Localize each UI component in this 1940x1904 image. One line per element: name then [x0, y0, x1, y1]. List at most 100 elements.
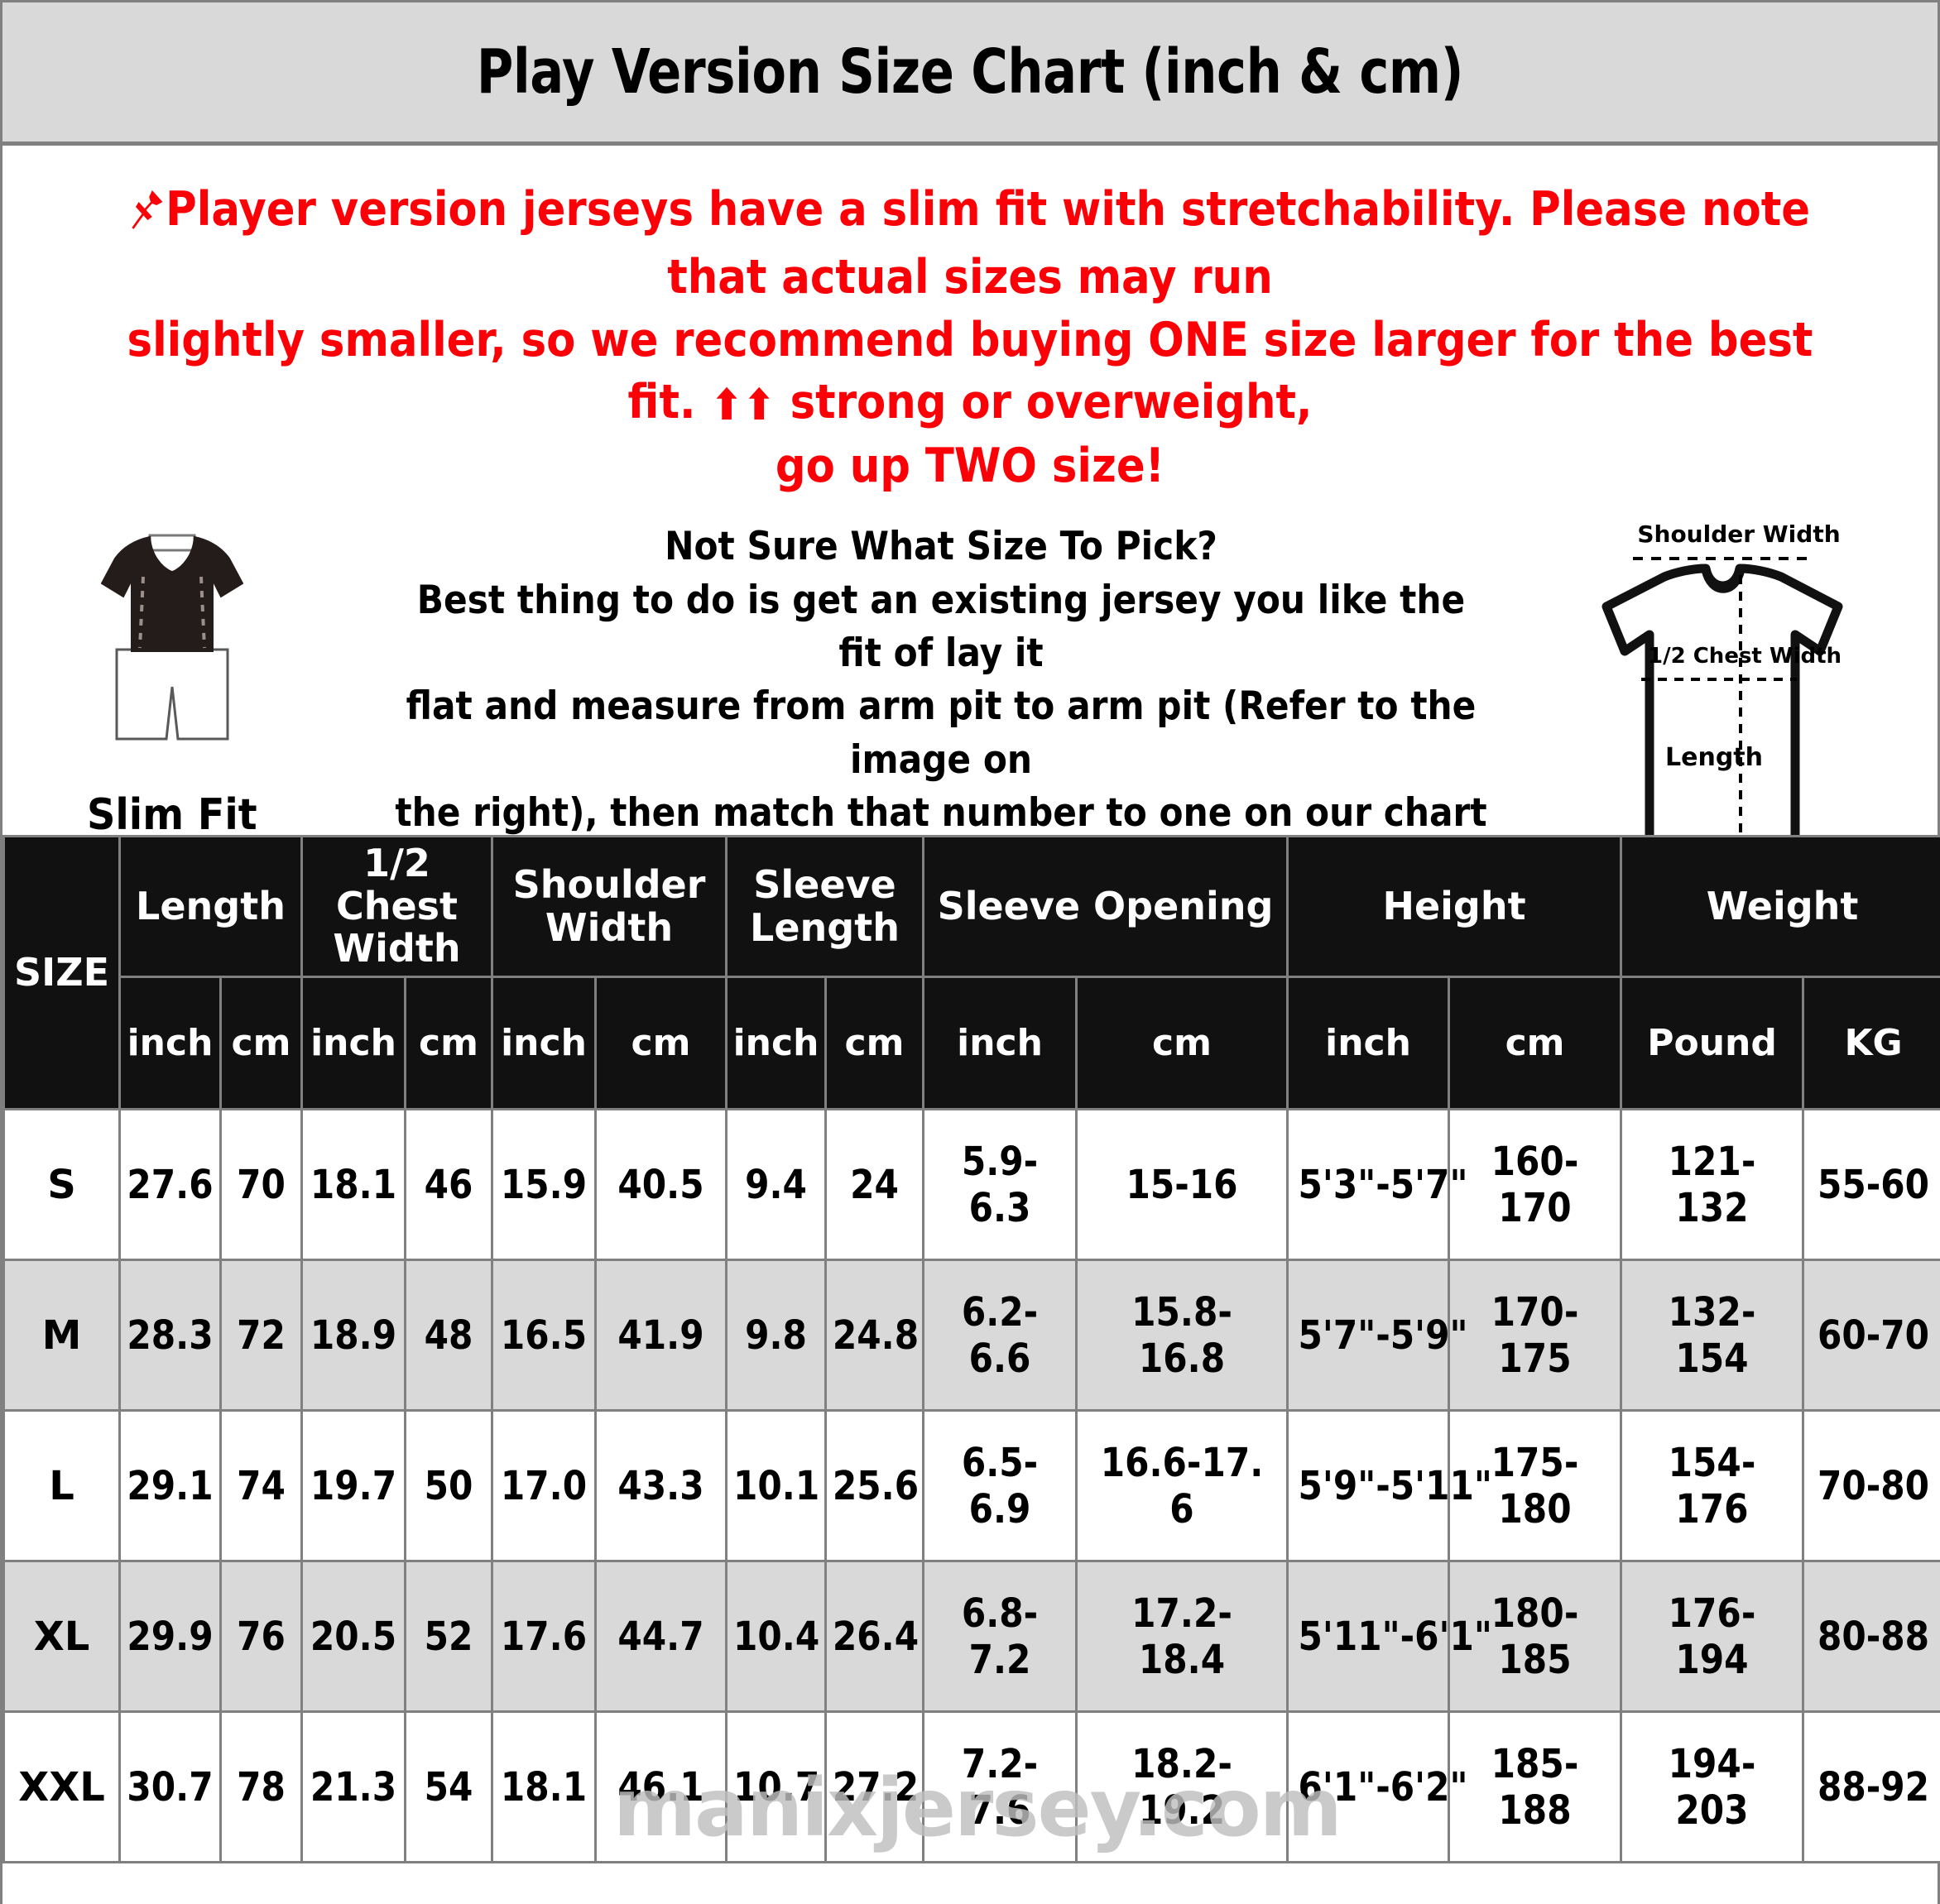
cell-value: 10.7 [725, 1710, 827, 1863]
cell-value: 27.2 [824, 1710, 925, 1863]
cell-value: 52 [404, 1560, 493, 1713]
table-unit-header-row: inch cm inch cm inch cm inch cm inch cm … [4, 976, 1940, 1110]
cell-value: 175-180 [1448, 1409, 1623, 1562]
cell-value: 10.1 [725, 1409, 827, 1562]
cell-value: 88-92 [1802, 1710, 1940, 1863]
cell-size: M [2, 1259, 121, 1412]
header-unit-10: inch [1286, 976, 1451, 1110]
cell-value: 54 [404, 1710, 493, 1863]
cell-value: 76 [219, 1560, 303, 1713]
cell-value: 18.1 [300, 1108, 406, 1261]
header-unit-7: cm [824, 976, 925, 1110]
pushpin-icon [130, 184, 164, 247]
cell-value: 29.1 [118, 1409, 222, 1562]
cell-size: XL [2, 1560, 121, 1713]
header-group-half-chest-width: 1/2 Chest Width [300, 835, 493, 978]
cell-value: 24.8 [824, 1259, 925, 1412]
cell-value: 26.4 [824, 1560, 925, 1713]
size-table: SIZE Length 1/2 Chest Width Shoulder Wid… [2, 835, 1940, 1863]
cell-value: 15-16 [1075, 1108, 1289, 1261]
cell-value: 78 [219, 1710, 303, 1863]
header-unit-2: inch [300, 976, 406, 1110]
cell-value: 25.6 [824, 1409, 925, 1562]
length-label: Length [1665, 743, 1763, 772]
cell-value: 16.5 [491, 1259, 597, 1412]
header-unit-8: inch [922, 976, 1078, 1110]
cell-value: 9.8 [725, 1259, 827, 1412]
cell-value: 121-132 [1620, 1108, 1805, 1261]
cell-value: 10.4 [725, 1560, 827, 1713]
slim-fit-block: Slim Fit [36, 517, 309, 840]
header-unit-0: inch [118, 976, 222, 1110]
advice-line-1: Best thing to do is get an existing jers… [416, 577, 1466, 677]
tee-diagram-block: Shoulder Width 1/2 Chest Width Length [1573, 517, 1904, 865]
header-size: SIZE [2, 835, 121, 1110]
cell-value: 6'1"-6'2" [1286, 1710, 1468, 1863]
cell-value: 41.9 [594, 1259, 728, 1412]
cell-value: 6.5-6.9 [922, 1409, 1078, 1562]
cell-value: 17.0 [491, 1409, 597, 1562]
cell-value: 24 [824, 1108, 925, 1261]
cell-size: XXL [2, 1710, 121, 1863]
cell-value: 60-70 [1802, 1259, 1940, 1412]
cell-value: 48 [404, 1259, 493, 1412]
advice-heading: Not Sure What Size To Pick? [665, 524, 1217, 570]
cell-value: 50 [404, 1409, 493, 1562]
title-band: Play Version Size Chart (inch & cm) [2, 0, 1938, 146]
cell-value: 170-175 [1448, 1259, 1623, 1412]
cell-value: 185-188 [1448, 1710, 1623, 1863]
cell-value: 16.6-17. 6 [1075, 1409, 1289, 1562]
cell-value: 29.9 [118, 1560, 222, 1713]
header-group-weight: Weight [1620, 835, 1940, 978]
size-table-wrap: SIZE Length 1/2 Chest Width Shoulder Wid… [2, 835, 1940, 1904]
cell-value: 21.3 [300, 1710, 406, 1863]
mid-section: Slim Fit Not Sure What Size To Pick? Bes… [2, 509, 1938, 942]
cell-value: 7.2-7.6 [922, 1710, 1078, 1863]
header-group-length: Length [118, 835, 303, 978]
cell-value: 28.3 [118, 1259, 222, 1412]
cell-value: 44.7 [594, 1560, 728, 1713]
notice-line-2b: strong or overweight, [775, 375, 1313, 430]
table-row: L 29.1 74 19.7 50 17.0 43.3 10.1 25.6 6.5-6.9 16.6… [2, 1409, 1940, 1562]
cell-value: 180-185 [1448, 1560, 1623, 1713]
cell-value: 18.9 [300, 1259, 406, 1412]
size-table-body: S 27.6 70 18.1 46 15.9 40.5 9.4 24 5.9-6.3 15-16 5'… [2, 1108, 1940, 1863]
slim-fit-label: Slim Fit [87, 790, 257, 841]
cell-value: 5.9-6.3 [922, 1108, 1078, 1261]
cell-value: 55-60 [1802, 1108, 1940, 1261]
cell-value: 43.3 [594, 1409, 728, 1562]
shoulder-width-label: Shoulder Width [1637, 520, 1840, 548]
cell-value: 70 [219, 1108, 303, 1261]
cell-value: 46.1 [594, 1710, 728, 1863]
header-unit-5: cm [594, 976, 728, 1110]
cell-value: 154-176 [1620, 1409, 1805, 1562]
cell-value: 40.5 [594, 1108, 728, 1261]
cell-value: 9.4 [725, 1108, 827, 1261]
cell-size: L [2, 1409, 121, 1562]
cell-value: 160-170 [1448, 1108, 1623, 1261]
slim-fit-jersey-icon [100, 534, 244, 741]
notice-text: Player version jerseys have a slim fit w… [99, 146, 1841, 509]
table-row: S 27.6 70 18.1 46 15.9 40.5 9.4 24 5.9-6.3 15-16 5'… [2, 1108, 1940, 1261]
cell-value: 6.8-7.2 [922, 1560, 1078, 1713]
cell-value: 80-88 [1802, 1560, 1940, 1713]
cell-value: 74 [219, 1409, 303, 1562]
table-row: M 28.3 72 18.9 48 16.5 41.9 9.8 24.8 6.2-6.6 15.8-… [2, 1259, 1940, 1412]
advice-line-2: flat and measure from arm pit to arm pit… [406, 683, 1477, 783]
cell-value: 20.5 [300, 1560, 406, 1713]
cell-value: 17.6 [491, 1560, 597, 1713]
cell-value: 15.9 [491, 1108, 597, 1261]
table-row: XXL 30.7 78 21.3 54 18.1 46.1 10.7 27.2 7.2-7.6 18… [2, 1710, 1940, 1863]
header-unit-6: inch [725, 976, 827, 1110]
header-unit-3: cm [404, 976, 493, 1110]
up-arrow-icon-2: ⬆ [742, 381, 776, 431]
cell-value: 18.2-19.2 [1075, 1710, 1289, 1863]
header-unit-13: KG [1802, 976, 1940, 1110]
header-unit-9: cm [1075, 976, 1289, 1110]
cell-value: 46 [404, 1108, 493, 1261]
cell-value: 27.6 [118, 1108, 222, 1261]
header-unit-4: inch [491, 976, 597, 1110]
cell-value: 18.1 [491, 1710, 597, 1863]
notice-line-3: go up TWO size! [775, 438, 1165, 493]
